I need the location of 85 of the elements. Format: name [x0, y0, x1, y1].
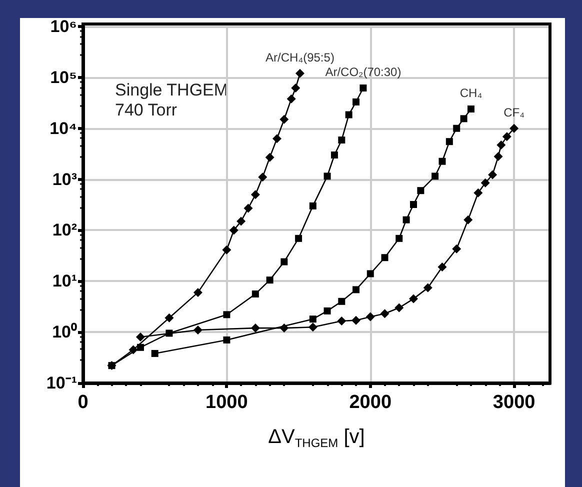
point — [464, 215, 473, 224]
series-label: CF₄ — [504, 105, 525, 120]
point — [467, 105, 474, 112]
point — [193, 325, 202, 334]
point — [410, 200, 417, 208]
point — [236, 216, 246, 226]
point — [360, 84, 367, 92]
point — [252, 290, 259, 298]
point — [265, 152, 274, 162]
y-tick-label: 10⁵ — [50, 68, 77, 87]
point — [272, 134, 282, 144]
point — [352, 98, 360, 106]
point — [480, 178, 490, 188]
point — [496, 140, 506, 150]
point — [502, 132, 512, 142]
point — [136, 344, 144, 351]
y-tick-label: 10⁰ — [52, 322, 77, 342]
y-tick-label: 10³ — [52, 170, 78, 189]
point — [438, 262, 447, 272]
point — [380, 309, 390, 318]
point — [402, 216, 410, 224]
point — [381, 254, 388, 262]
point — [338, 136, 346, 144]
y-tick-label: 10⁴ — [50, 118, 77, 138]
point — [229, 226, 238, 235]
point — [280, 324, 289, 333]
x-tick-label: 0 — [78, 392, 88, 413]
series-label: CH₄ — [460, 86, 482, 100]
point — [366, 270, 374, 278]
series-label: Ar/CO₂(70:30) — [325, 65, 402, 79]
point — [352, 316, 361, 325]
point — [108, 362, 116, 370]
point — [244, 204, 253, 213]
point — [396, 234, 403, 242]
point — [432, 172, 439, 180]
point — [291, 84, 300, 92]
point — [324, 307, 331, 314]
point — [494, 152, 503, 162]
point — [338, 298, 346, 305]
point — [280, 258, 288, 266]
point — [446, 138, 453, 146]
point — [193, 288, 202, 297]
series-label: Ar/CH₄(95:5) — [266, 50, 334, 64]
point — [510, 124, 519, 133]
point — [460, 115, 468, 122]
point — [423, 283, 432, 292]
point — [324, 172, 331, 180]
point — [223, 336, 230, 344]
y-tick-label: 10¹ — [52, 272, 78, 291]
point — [280, 114, 289, 124]
point — [309, 316, 316, 323]
point — [452, 244, 462, 254]
point — [222, 245, 232, 254]
point — [151, 350, 158, 357]
point — [394, 303, 404, 312]
x-tick-label: 1000 — [206, 392, 248, 413]
point — [474, 188, 483, 198]
point — [223, 311, 230, 318]
point — [417, 187, 424, 194]
point — [309, 202, 316, 210]
y-tick-label: 10² — [52, 220, 78, 240]
annotation: Single THGEM 740 Torr — [115, 80, 228, 120]
point — [136, 332, 145, 342]
point — [352, 286, 360, 294]
point — [345, 111, 352, 118]
point — [295, 68, 304, 78]
y-tick-label: 10⁶ — [50, 17, 77, 36]
point — [250, 190, 260, 200]
point — [453, 124, 460, 132]
x-tick-label: 2000 — [349, 392, 392, 413]
x-tick-label: 3000 — [492, 392, 536, 413]
point — [266, 276, 274, 284]
point — [438, 158, 446, 165]
point — [308, 322, 318, 332]
point — [295, 234, 302, 242]
point — [488, 170, 498, 180]
point — [250, 324, 260, 333]
point — [408, 294, 418, 304]
point — [337, 316, 346, 326]
y-tick-label: 10⁻¹ — [46, 374, 78, 392]
point — [330, 151, 338, 158]
point — [258, 172, 268, 182]
point — [164, 313, 174, 322]
point — [366, 312, 375, 322]
point — [286, 94, 296, 104]
